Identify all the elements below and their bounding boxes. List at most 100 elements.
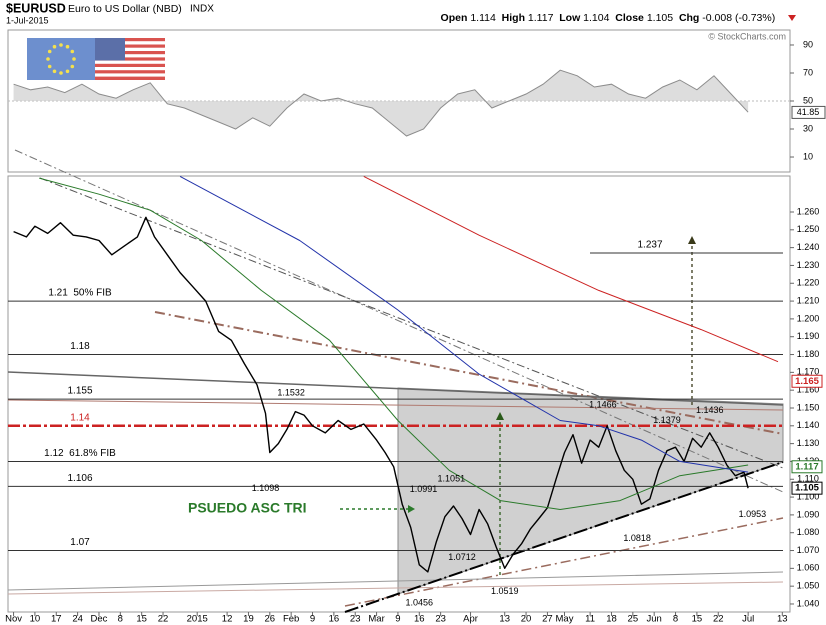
- x-tick-label: 23: [435, 614, 446, 625]
- x-tick-label: 2015: [187, 614, 208, 625]
- price-tag-box: [791, 481, 823, 495]
- last-value: 41.85: [797, 107, 820, 117]
- x-tick-label: 22: [158, 614, 169, 625]
- x-tick-label: 17: [51, 614, 62, 625]
- level-label: 1.12 61.8% FIB: [44, 448, 116, 459]
- level-label: 1.07: [70, 537, 90, 548]
- price-layer: PSUEDO ASC TRI 1.237 1.21 50% FIB 1.18 1.15…: [7, 149, 784, 613]
- y-tick-label: 1.260: [797, 206, 820, 216]
- point-label: 1.0953: [739, 509, 767, 519]
- x-tick-label: 13: [499, 614, 510, 625]
- x-tick-label: 23: [350, 614, 361, 625]
- flag: [27, 38, 165, 80]
- y-tick-label: 1.150: [797, 402, 820, 412]
- point-label: 1.1051: [438, 473, 466, 483]
- open: 1.114: [470, 12, 496, 24]
- point-label: 1.0818: [623, 533, 651, 543]
- y-tick-label: 50: [803, 95, 813, 105]
- us-canton: [95, 38, 125, 61]
- trend-line: [7, 571, 784, 591]
- x-tick-label: Jul: [742, 614, 754, 625]
- level-label: 1.14: [70, 412, 90, 423]
- point-label: 1.1436: [696, 405, 724, 415]
- arrow-head: [496, 412, 504, 420]
- date: 1-Jul-2015: [6, 15, 49, 25]
- high-label: High: [502, 12, 525, 24]
- x-tick-label: 12: [222, 614, 233, 625]
- y-tick-label: 1.060: [797, 563, 820, 573]
- rsi-line: [13, 69, 749, 137]
- x-tick-label: 26: [265, 614, 276, 625]
- x-tick-label: 16: [414, 614, 425, 625]
- y-tick-label: 1.220: [797, 278, 820, 288]
- trend-line: [154, 311, 784, 435]
- point-label: 1.0991: [410, 484, 438, 494]
- x-tick-label: 9: [310, 614, 315, 625]
- moving-average: [39, 177, 749, 510]
- symbol: $EURUSD: [6, 1, 66, 15]
- change: -0.008 (-0.73%): [702, 12, 775, 24]
- high: 1.117: [528, 12, 554, 24]
- x-tick-label: 8: [118, 614, 123, 625]
- x-tick-label: 15: [692, 614, 703, 625]
- x-tick-label: Nov: [5, 614, 22, 625]
- x-tick-label: Dec: [91, 614, 108, 625]
- eu-stars: [46, 43, 76, 75]
- point-label: 1.0712: [448, 552, 476, 562]
- point-label: 1.0519: [491, 586, 519, 596]
- level-label: 1.18: [70, 341, 90, 352]
- x-tick-label: 15: [136, 614, 147, 625]
- level-label: 1.155: [67, 386, 92, 397]
- price-line: [13, 216, 749, 573]
- trend-line: [7, 581, 784, 595]
- x-tick-label: 11: [585, 614, 595, 625]
- y-tick-label: 1.140: [797, 420, 820, 430]
- x-tick-label: May: [556, 614, 574, 625]
- trend-line: [39, 177, 784, 469]
- down-arrow: [788, 15, 796, 21]
- x-tick-label: 22: [713, 614, 724, 625]
- close-label: Close: [615, 12, 644, 24]
- x-tick-label: 9: [395, 614, 400, 625]
- x-tick-label: 20: [521, 614, 532, 625]
- annotation: PSUEDO ASC TRI: [188, 500, 307, 516]
- x-tick-label: 10: [30, 614, 41, 625]
- close: 1.105: [647, 12, 673, 24]
- point-label: 1.1466: [589, 399, 617, 409]
- moving-average: [363, 175, 779, 363]
- x-tick-label: Jun: [647, 614, 662, 625]
- point-label: 1.1532: [277, 388, 305, 398]
- arrow-head: [688, 236, 696, 244]
- symbol-name: Euro to US Dollar (NBD): [68, 3, 182, 15]
- us-stripes: [95, 38, 165, 80]
- point-label: 1.1098: [252, 483, 280, 493]
- x-tick-label: Mar: [368, 614, 384, 625]
- y-tick-label: 1.160: [797, 385, 820, 395]
- x-tick-label: 25: [628, 614, 639, 625]
- trend-line: [7, 399, 784, 411]
- open-label: Open: [441, 12, 468, 24]
- last-value-box: [791, 105, 826, 119]
- y-tick-label: 1.090: [797, 509, 820, 519]
- y-tick-label: 1.070: [797, 545, 820, 555]
- y-tick-label: 1.210: [797, 295, 820, 305]
- moving-average: [179, 175, 749, 473]
- price-tag: 1.117: [795, 461, 818, 472]
- low-label: Low: [559, 12, 581, 24]
- low: 1.104: [583, 12, 609, 24]
- support-line: [344, 461, 784, 613]
- y-tick-label: 1.250: [797, 224, 820, 234]
- trend-line: [14, 149, 784, 493]
- ohlc: Open 1.114 High 1.117 Low 1.104 Close 1.…: [426, 12, 784, 24]
- x-tick-label: 16: [329, 614, 340, 625]
- x-tick-label: Feb: [283, 614, 299, 625]
- point-label: 1.0456: [406, 597, 434, 607]
- x-tick-label: Apr: [463, 614, 478, 625]
- y-tick-label: 70: [803, 67, 813, 77]
- level-label: 1.21 50% FIB: [48, 288, 112, 299]
- y-tick-label: 1.240: [797, 242, 820, 252]
- price-tag-box: [791, 374, 823, 388]
- y-tick-label: 1.050: [797, 581, 820, 591]
- y-tick-label: 1.110: [797, 474, 819, 484]
